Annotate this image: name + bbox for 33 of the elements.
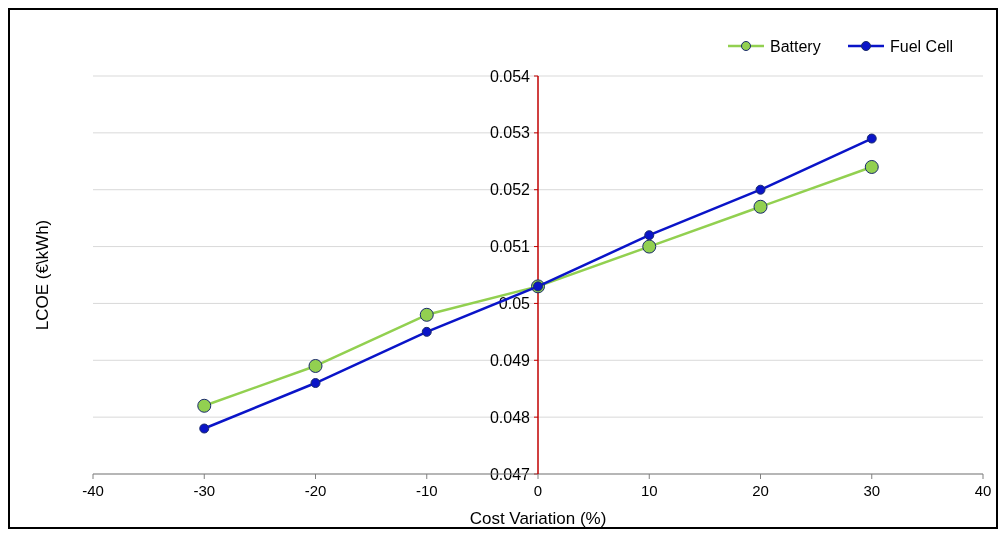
y-tick-label: 0.05 [498, 295, 531, 313]
x-tick-label: 0 [533, 482, 543, 499]
point [644, 230, 655, 241]
point [421, 326, 432, 337]
point [419, 307, 434, 322]
x-tick-label: 30 [863, 482, 881, 499]
y-tick-label: 0.054 [489, 67, 531, 85]
y-tick-label: 0.047 [489, 465, 531, 483]
point [866, 133, 877, 144]
y-tick-label: 0.051 [489, 238, 531, 256]
point [753, 199, 768, 214]
x-axis-title: Cost Variation (%) [469, 509, 607, 528]
point [308, 358, 323, 373]
point [199, 423, 210, 434]
y-tick-label: 0.052 [489, 181, 531, 199]
point [642, 239, 657, 254]
x-tick-label: -30 [193, 482, 216, 499]
point [197, 398, 212, 413]
x-tick-label: 10 [640, 482, 658, 499]
x-tick-label: -10 [415, 482, 438, 499]
point [310, 378, 321, 389]
legend-label: Battery [770, 37, 821, 55]
y-axis-title: LCOE (€\kWh) [33, 219, 52, 331]
point [864, 159, 879, 174]
x-tick-label: 40 [974, 482, 992, 499]
y-tick-label: 0.048 [489, 408, 531, 426]
y-tick-label: 0.049 [489, 351, 531, 369]
point [755, 184, 766, 195]
x-tick-label: -40 [82, 482, 104, 499]
x-tick-label: -20 [304, 482, 327, 499]
x-tick-label: 20 [752, 482, 769, 499]
legend-label: Fuel Cell [890, 37, 954, 55]
y-tick-label: 0.053 [489, 124, 531, 142]
